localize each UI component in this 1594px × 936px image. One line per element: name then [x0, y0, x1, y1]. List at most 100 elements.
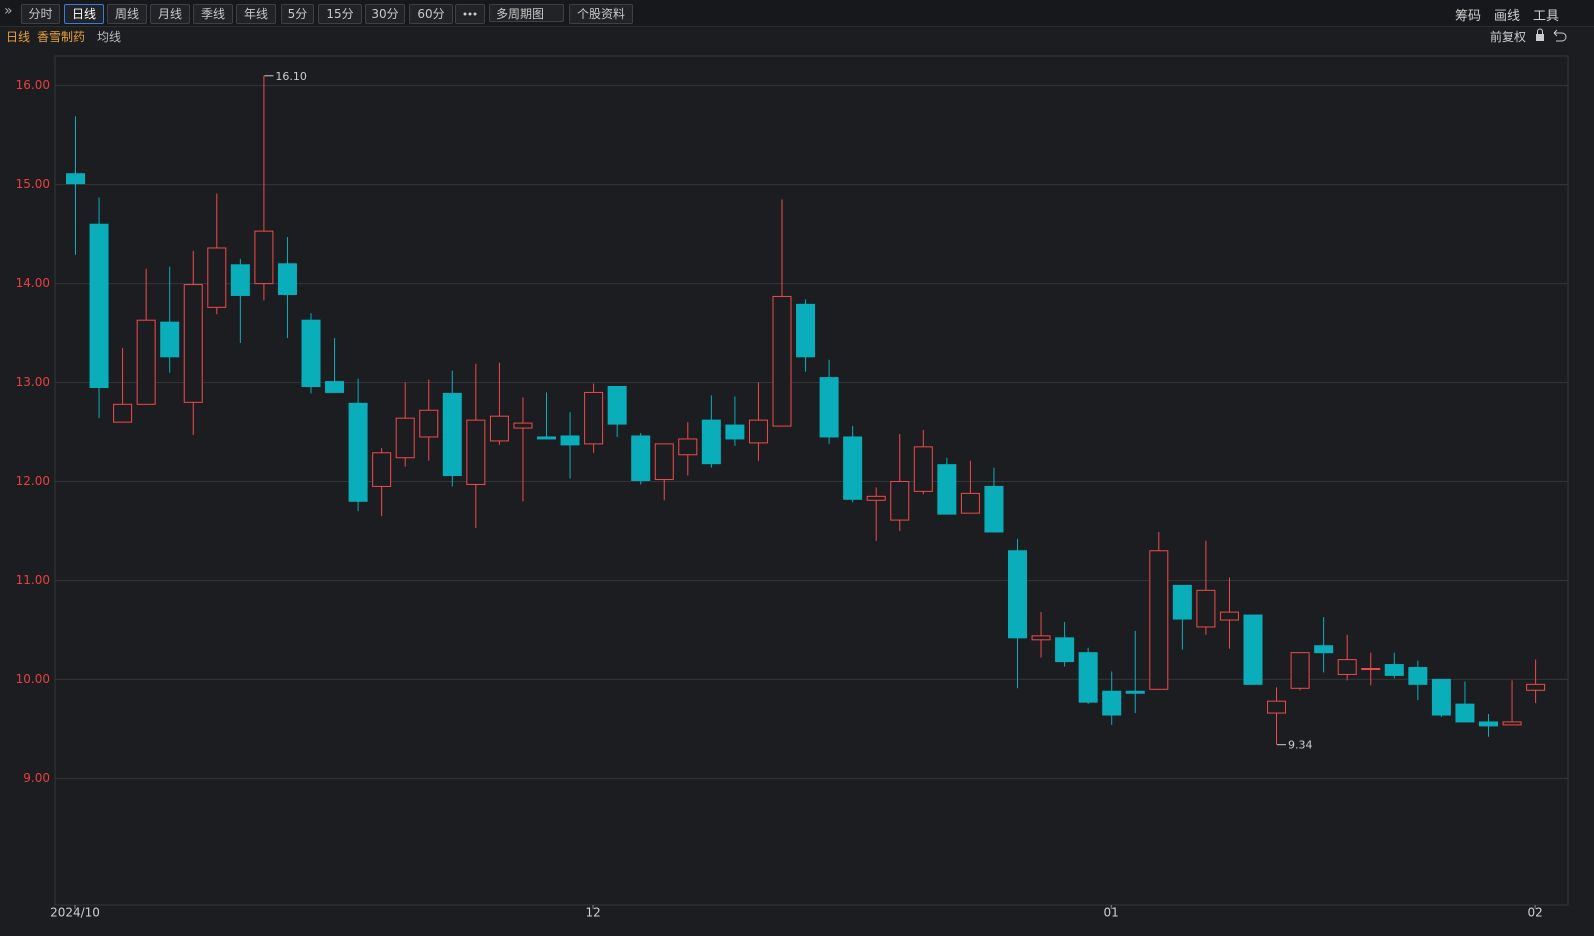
candle-body [183, 284, 203, 403]
period-button[interactable]: 月线 [150, 4, 190, 24]
candle-body [866, 495, 886, 501]
candle-body [136, 319, 156, 405]
candle-body [254, 230, 274, 285]
tool-link[interactable]: 筹码 [1455, 9, 1482, 24]
y-tick-label: 12.00 [16, 474, 50, 488]
candle-body [1031, 635, 1051, 641]
period-button[interactable]: 60分 [409, 4, 453, 24]
y-tick-label: 10.00 [16, 672, 50, 686]
candle-body [1479, 721, 1498, 727]
candle-body [395, 417, 415, 459]
candle-body [678, 438, 698, 456]
period-button[interactable]: 30分 [365, 4, 405, 24]
candle-body [1384, 664, 1404, 676]
candle-body [1055, 637, 1075, 663]
candle-body [442, 392, 462, 477]
adjust-label[interactable]: 前复权 [1490, 30, 1527, 44]
candle-body [1431, 678, 1451, 716]
collapse-icon[interactable]: » [4, 3, 13, 19]
candle-body [348, 402, 368, 502]
sub-toolbar: 日线 香雪制药 均线 前复权 [0, 27, 1594, 45]
candle-body [419, 409, 439, 438]
period-button[interactable]: 分时 [21, 4, 60, 24]
candle-body [1243, 614, 1263, 685]
period-button[interactable]: 15分 [318, 4, 362, 24]
candle-body [1361, 668, 1381, 671]
candle-body [89, 223, 109, 388]
candle-body [1149, 550, 1169, 690]
candle-body [66, 173, 85, 185]
candle-body [1290, 652, 1310, 689]
candle-body [937, 464, 957, 515]
candle-body [984, 485, 1004, 533]
x-tick-label: 12 [585, 906, 600, 920]
candle-body [843, 436, 863, 500]
candle-body [1408, 667, 1428, 685]
y-tick-label: 15.00 [16, 177, 50, 191]
candle-body [819, 377, 839, 438]
period-button[interactable]: 季线 [193, 4, 233, 24]
candle-body [960, 492, 980, 514]
candle-body [1219, 611, 1239, 621]
period-button[interactable]: 5分 [281, 4, 314, 24]
toolbar: » 分时 日线 周线 月线 季线 年线 5分 15分 30分 60分 多周期图 个股资料 筹码 画线 工具 [0, 0, 1594, 27]
x-tick-label: 02 [1527, 906, 1542, 920]
candle-body [701, 419, 721, 465]
candle-body [1267, 700, 1287, 714]
more-button[interactable] [455, 4, 485, 24]
tool-link[interactable]: 工具 [1533, 9, 1560, 24]
candle-body [654, 443, 674, 481]
candle-body [537, 436, 556, 440]
candle-body [1455, 703, 1475, 723]
candle-body [113, 403, 133, 423]
x-tick-label: 01 [1104, 906, 1119, 920]
stock-info-button[interactable]: 个股资料 [569, 4, 633, 24]
candle-body [607, 385, 627, 425]
candle-body [372, 452, 392, 487]
candle-body [1008, 550, 1027, 639]
stock-name: 香雪制药 [37, 30, 86, 44]
candle-body [301, 319, 321, 387]
candle-body [1078, 652, 1098, 703]
candle-body [325, 381, 345, 393]
annotation-label: 16.10 [275, 70, 307, 83]
x-tick-label: 2024/10 [50, 906, 100, 920]
icons [1536, 28, 1567, 42]
candle-body [1102, 690, 1122, 716]
period-button[interactable]: 周线 [107, 4, 147, 24]
candle-body [1314, 645, 1334, 654]
candle-body [748, 419, 768, 444]
candle-body [631, 435, 651, 481]
candle-body [890, 480, 910, 521]
tool-link[interactable]: 画线 [1494, 9, 1521, 24]
indicator-label[interactable]: 均线 [97, 30, 122, 44]
candle-body [796, 303, 816, 358]
candle-body [584, 391, 604, 445]
candle-body [513, 422, 533, 429]
y-tick-label: 11.00 [16, 573, 50, 587]
annotation-label: 9.34 [1288, 739, 1313, 752]
candle-body [207, 247, 227, 308]
y-tick-label: 14.00 [16, 276, 50, 290]
candle-body [1502, 721, 1522, 726]
candle-body [489, 415, 509, 442]
period-button[interactable]: 年线 [236, 4, 276, 24]
candle-body [560, 435, 580, 446]
y-tick-label: 9.00 [23, 771, 50, 785]
dots-icon [463, 12, 477, 16]
plot-frame [54, 55, 1569, 906]
candle-body [725, 424, 745, 440]
period-button[interactable]: 日线 [64, 4, 104, 24]
multi-period-button[interactable]: 多周期图 [489, 4, 564, 22]
candle-body [277, 263, 297, 295]
candle-body [1125, 690, 1145, 694]
candle-body [466, 419, 486, 485]
y-tick-label: 13.00 [16, 375, 50, 389]
y-tick-label: 16.00 [16, 78, 50, 92]
candle-body [230, 264, 250, 296]
candle-body [160, 321, 180, 358]
period-label: 日线 [6, 30, 31, 44]
candle-body [1337, 659, 1357, 675]
